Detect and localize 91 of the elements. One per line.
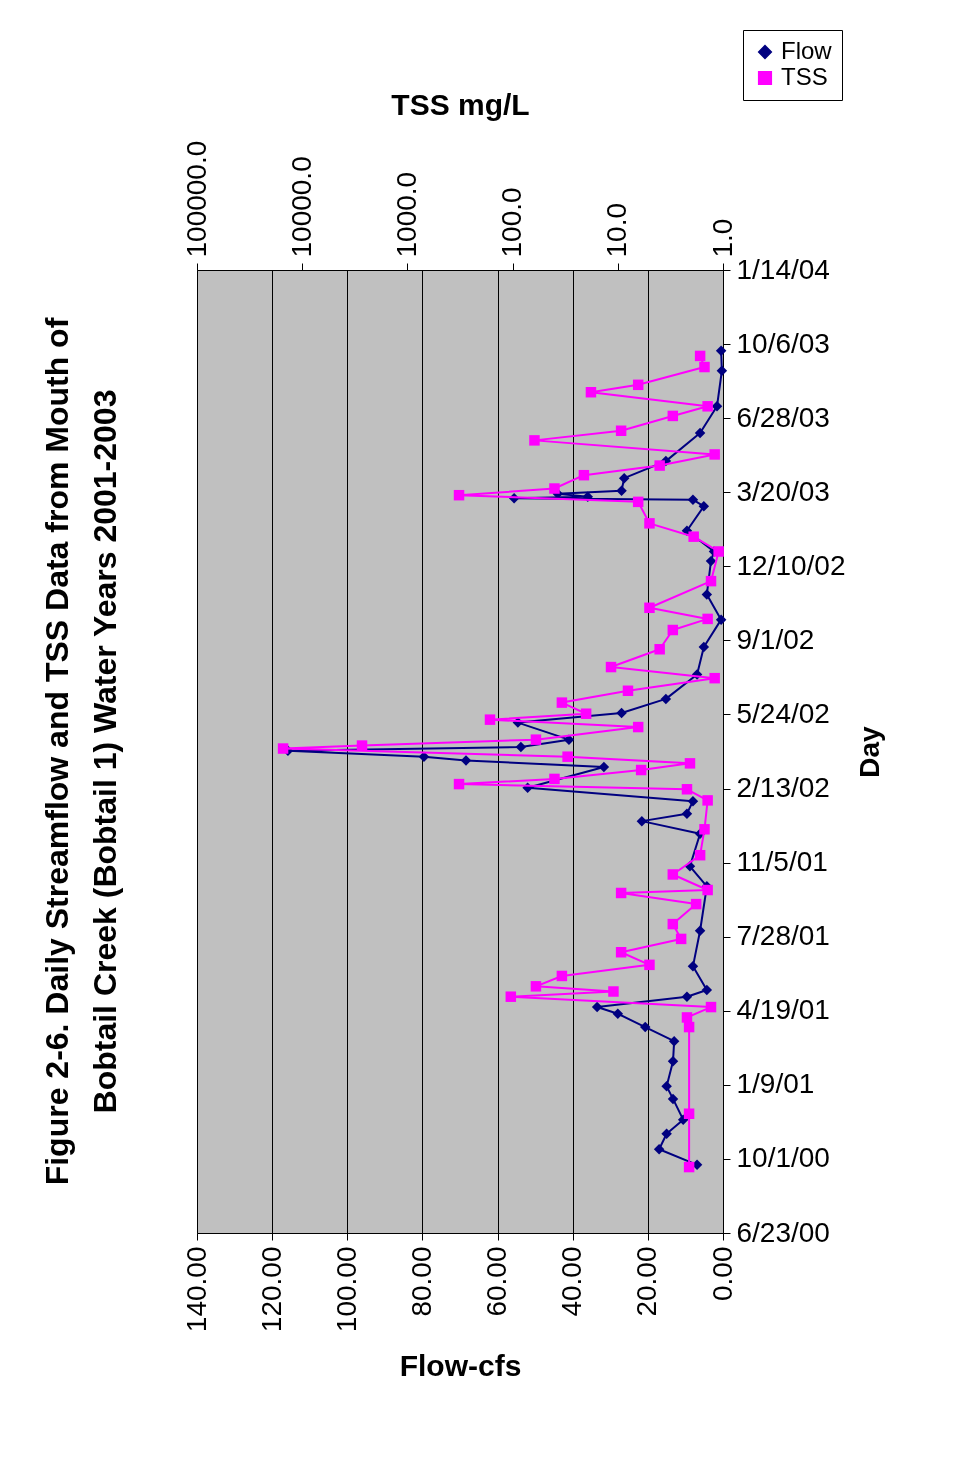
x-axis-title: Flow-cfs [399,1349,522,1383]
legend-label: TSS [781,63,828,90]
y-tick-label: 5/24/02 [736,697,830,729]
x-tick-label: 0.00 [706,1246,738,1301]
y-tick-label: 6/23/00 [736,1216,830,1248]
point [667,869,679,880]
point [356,740,368,751]
point [585,386,597,398]
y-tick-label: 9/1/02 [736,623,815,655]
y-tick-label: 1/9/01 [736,1068,815,1100]
y-tick-label: 10/6/03 [736,327,830,359]
x-tick-label: 100.00 [330,1246,362,1333]
point [530,734,542,745]
point [556,970,568,982]
x-tick-label: 40.00 [556,1246,588,1317]
x2-tick-label: 100000.0 [180,140,212,258]
point [632,721,644,733]
point [605,661,617,673]
point [702,613,713,625]
point [654,644,665,655]
point [702,884,713,896]
y-axis-title: Day [854,725,886,778]
point [562,751,573,762]
point [709,672,720,684]
point [667,624,679,636]
point [578,469,590,481]
x-tick-label: 80.00 [405,1246,437,1317]
point [705,1001,717,1013]
point [484,714,496,725]
x-tick-label: 60.00 [481,1246,513,1317]
point [549,773,560,785]
point [632,379,644,391]
x2-tick-label: 10.0 [601,203,633,258]
point [699,361,710,373]
x2-tick-label: 1000.0 [390,171,422,258]
point [644,959,655,971]
point [635,764,647,776]
point [709,449,720,460]
point [667,410,679,422]
point [644,602,655,614]
point [529,435,540,446]
point [453,489,465,501]
text: Figure 2-6. Daily Streamflow and TSS Data from Mouth of Bobtail Creek (Bobtail 1) Water Years 2001-2003 [39,317,123,1186]
point [622,685,634,696]
legend-label: Flow [781,37,833,64]
point [702,401,713,412]
point [644,518,655,529]
y-tick-label: 2/13/02 [736,772,830,804]
point [683,1161,695,1173]
y-tick-label: 12/10/02 [736,549,846,581]
point [667,918,679,930]
y-tick-label: 7/28/01 [736,920,830,952]
x2-tick-label: 100.0 [496,187,528,258]
x-tick-label: 120.00 [255,1246,287,1333]
y-tick-label: 10/1/00 [736,1142,830,1174]
point [549,483,560,494]
y-tick-label: 6/28/03 [736,401,830,433]
y-tick-label: 11/5/01 [736,846,828,878]
point [690,898,702,910]
point [632,496,644,508]
point [615,887,627,899]
point [615,425,627,436]
x2-tick-label: 10000.0 [285,156,317,258]
y-tick-label: 4/19/01 [736,994,830,1026]
point [530,981,542,992]
point [694,350,706,362]
x-tick-label: 20.00 [631,1246,663,1317]
point [580,708,592,719]
point [683,1108,695,1119]
point [608,986,619,997]
x-tick-label: 140.00 [180,1246,212,1333]
point [615,947,627,958]
point [694,849,706,861]
point [654,460,665,471]
point [277,743,289,754]
point [505,991,517,1002]
point [702,795,713,806]
point [681,784,693,795]
point [688,531,699,542]
point [684,758,696,769]
y-tick-label: 1/14/04 [736,253,830,285]
point [713,546,724,557]
point [675,933,687,945]
point [705,575,717,587]
point [556,697,568,708]
point [699,824,710,835]
x2-tick-label: 1.0 [706,218,738,258]
y-tick-label: 3/20/03 [736,475,830,507]
x2-axis-title: TSS mg/L [391,87,530,121]
point [453,778,465,790]
point [681,1012,693,1023]
